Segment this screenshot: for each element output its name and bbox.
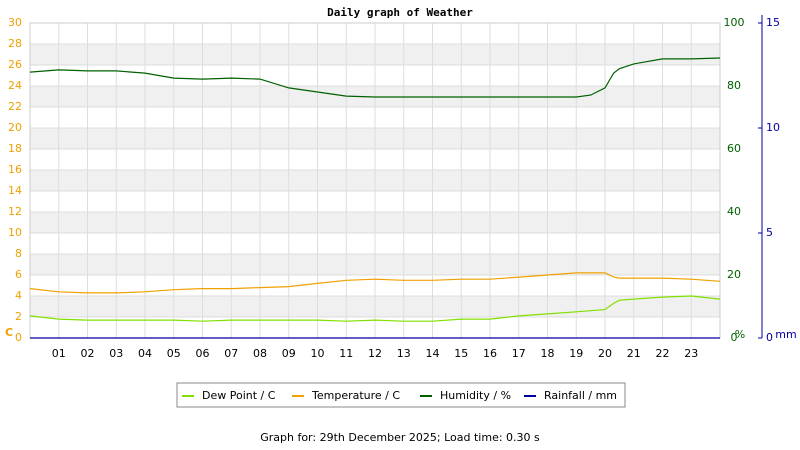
x-tick-label: 06 — [196, 347, 210, 360]
legend-box — [176, 382, 626, 408]
legend-label: Dew Point / C — [202, 389, 276, 402]
y2-tick-label: 80 — [727, 79, 741, 92]
y2-tick-label: 0 — [731, 331, 738, 344]
y-tick-label: 30 — [8, 16, 22, 29]
x-tick-label: 10 — [311, 347, 325, 360]
y-tick-label: 6 — [15, 268, 22, 281]
x-tick-label: 11 — [339, 347, 353, 360]
y3-axis-unit: mm — [775, 328, 796, 341]
y-tick-label: 26 — [8, 58, 22, 71]
y2-tick-label: 20 — [727, 268, 741, 281]
x-tick-label: 03 — [109, 347, 123, 360]
y-tick-label: 22 — [8, 100, 22, 113]
y-tick-label: 2 — [15, 310, 22, 323]
footer: Graph for: 29th December 2025; Load time… — [260, 431, 540, 444]
chart-title: Daily graph of Weather — [327, 6, 473, 19]
x-tick-label: 12 — [368, 347, 382, 360]
x-tick-label: 21 — [627, 347, 641, 360]
y2-tick-label: 60 — [727, 142, 741, 155]
x-tick-label: 19 — [569, 347, 583, 360]
y2-tick-label: 40 — [727, 205, 741, 218]
x-tick-label: 23 — [684, 347, 698, 360]
y2-axis-unit: % — [735, 328, 745, 341]
y3-tick-label: 10 — [766, 121, 780, 134]
x-tick-label: 08 — [253, 347, 267, 360]
series-line — [29, 295, 721, 322]
y-tick-label: 4 — [15, 289, 22, 302]
y-tick-label: 24 — [8, 79, 22, 92]
x-tick-label: 02 — [81, 347, 95, 360]
legend-label: Temperature / C — [311, 389, 400, 402]
y3-tick-label: 5 — [766, 226, 773, 239]
y-tick-label: 10 — [8, 226, 22, 239]
y-axis-unit: C — [5, 326, 13, 339]
x-tick-label: 07 — [224, 347, 238, 360]
x-tick-label: 14 — [426, 347, 440, 360]
x-tick-label: 20 — [598, 347, 612, 360]
x-tick-label: 16 — [483, 347, 497, 360]
x-tick-label: 04 — [138, 347, 152, 360]
y3-tick-label: 15 — [766, 16, 780, 29]
y3-tick-label: 0 — [766, 331, 773, 344]
x-tick-label: 18 — [541, 347, 555, 360]
series-line — [29, 272, 721, 294]
y-tick-label: 28 — [8, 37, 22, 50]
x-tick-label: 15 — [454, 347, 468, 360]
y-tick-label: 16 — [8, 163, 22, 176]
y-tick-label: 0 — [15, 331, 22, 344]
series-line — [29, 57, 721, 98]
legend-label: Humidity / % — [440, 389, 511, 402]
x-tick-label: 09 — [282, 347, 296, 360]
y-tick-label: 12 — [8, 205, 22, 218]
y2-tick-label: 100 — [724, 16, 745, 29]
y-tick-label: 18 — [8, 142, 22, 155]
x-tick-label: 17 — [512, 347, 526, 360]
x-tick-label: 13 — [397, 347, 411, 360]
x-tick-label: 05 — [167, 347, 181, 360]
y-tick-label: 8 — [15, 247, 22, 260]
y-tick-label: 20 — [8, 121, 22, 134]
x-tick-label: 01 — [52, 347, 66, 360]
y-tick-label: 14 — [8, 184, 22, 197]
legend-label: Rainfall / mm — [544, 389, 617, 402]
x-tick-label: 22 — [656, 347, 670, 360]
